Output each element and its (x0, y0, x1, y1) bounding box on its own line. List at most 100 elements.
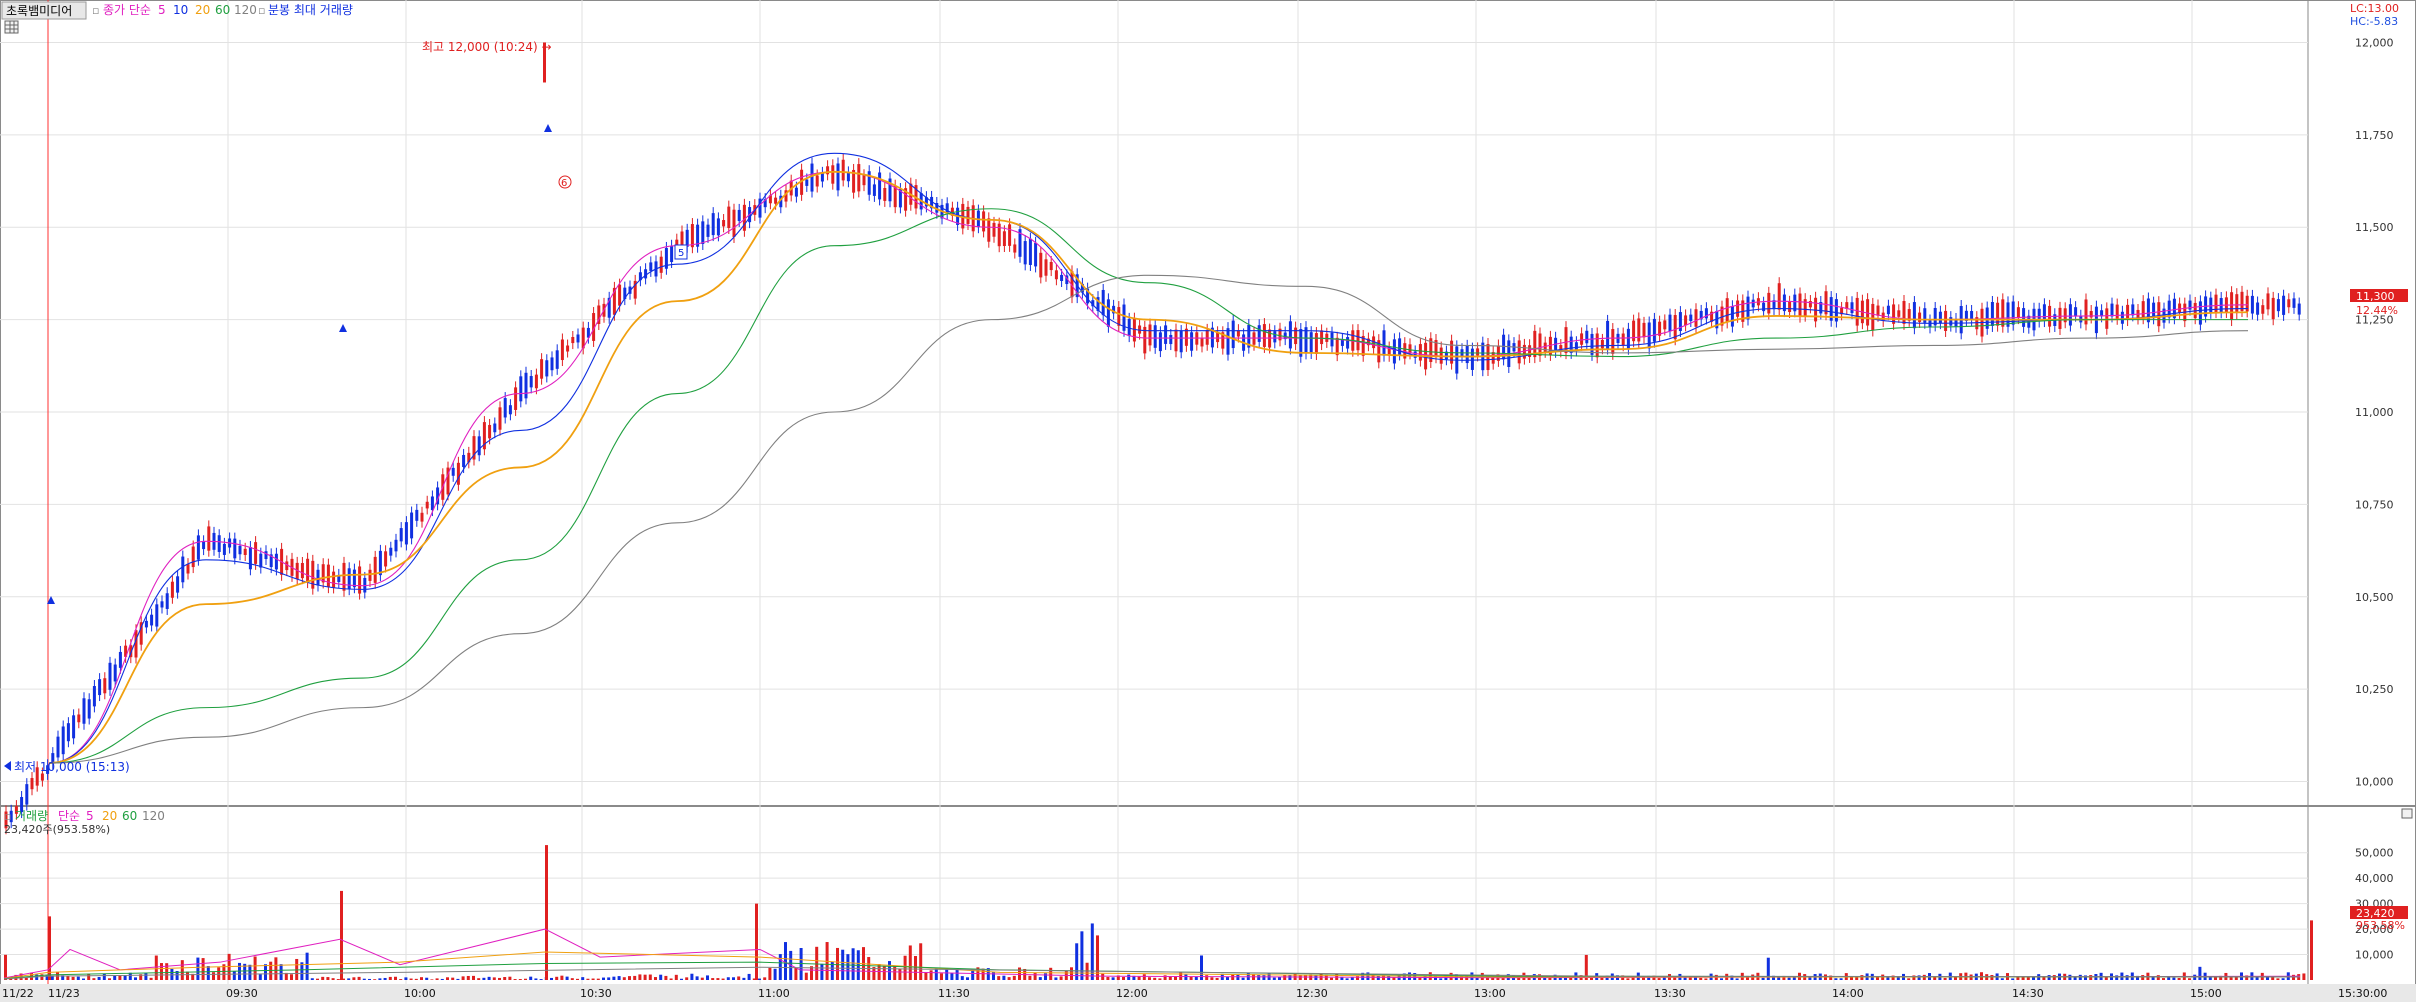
candle (1949, 317, 1953, 326)
candle (680, 231, 684, 248)
volume-bar (212, 972, 215, 980)
candle (446, 467, 450, 495)
candle (1964, 310, 1968, 321)
candle (1559, 345, 1563, 352)
volume-bar (4, 954, 7, 980)
candle (1377, 340, 1381, 363)
time-tick-label: 15:00 (2190, 987, 2222, 1000)
volume-bar (1860, 975, 1864, 980)
candle (2141, 301, 2145, 319)
candle (2271, 297, 2275, 320)
volume-bar (768, 967, 772, 980)
volume-bar (66, 975, 70, 980)
volume-bar (2271, 976, 2275, 980)
candle (1304, 327, 1308, 354)
volume-bar (706, 975, 709, 980)
stock-name-box[interactable] (1, 1, 87, 20)
volume-bar (898, 968, 902, 980)
candle (529, 376, 533, 388)
candle (420, 512, 424, 522)
candle (540, 359, 544, 379)
candle (2167, 300, 2171, 318)
candle (1096, 297, 1100, 311)
candle (98, 679, 102, 696)
volume-bar (1673, 977, 1677, 980)
candle (488, 424, 492, 439)
current-volume-box (2350, 906, 2408, 919)
volume-bar (1933, 976, 1937, 980)
volume-bar (758, 978, 761, 980)
candle (1143, 326, 1147, 354)
time-tick-label: 13:00 (1474, 987, 1506, 1000)
candle (358, 566, 362, 594)
candle (1335, 337, 1339, 356)
volume-bar (357, 976, 361, 980)
table-icon[interactable] (4, 20, 19, 34)
volume-bar (1418, 977, 1422, 980)
volume-bar (1475, 977, 1479, 980)
volume-bar (534, 978, 538, 980)
volume-bar (1194, 976, 1198, 980)
candle (711, 213, 715, 236)
candle (410, 512, 414, 539)
candle (1569, 336, 1573, 353)
volume-bar (45, 975, 49, 980)
candle (784, 190, 788, 202)
volume-bar (1298, 975, 1302, 980)
volume-bar (1002, 975, 1006, 980)
volume-bar (763, 977, 767, 980)
candle (1658, 321, 1662, 336)
candle (716, 218, 720, 236)
volume-bar (669, 978, 673, 980)
volume-bar (882, 966, 886, 980)
volume-bar (1054, 977, 1058, 980)
volume-bar (1028, 975, 1032, 980)
volume-bar (222, 964, 226, 980)
volume-bar (482, 977, 486, 980)
candle (1023, 241, 1027, 265)
volume-bar (76, 976, 80, 980)
volume-bar (1163, 975, 1167, 980)
candle (150, 614, 154, 626)
candle (1699, 310, 1703, 320)
candle (1678, 312, 1682, 332)
candle (1684, 315, 1688, 326)
volume-bar (586, 978, 590, 980)
candle (722, 220, 726, 227)
candle (467, 452, 471, 463)
candle (1845, 302, 1849, 309)
candle (1803, 299, 1807, 316)
candle (1590, 333, 1594, 355)
volume-bar (810, 966, 813, 980)
volume-bar (2281, 978, 2285, 980)
volume-bar (2136, 975, 2139, 980)
candle (1216, 332, 1220, 343)
candle (1169, 334, 1173, 345)
candle (1736, 300, 1740, 317)
candle (2115, 304, 2119, 319)
time-tick-label: 11/23 (48, 987, 80, 1000)
legend-bullet-2: ▫ (258, 4, 265, 17)
volume-bar (9, 978, 13, 980)
candle (659, 256, 663, 273)
volume-bar (388, 976, 392, 980)
candle (1970, 310, 1974, 321)
volume-bar (1907, 978, 1911, 980)
volume-bar (1699, 977, 1703, 980)
candle (1278, 328, 1282, 341)
volume-bar (1111, 977, 1115, 980)
candle (1262, 324, 1266, 347)
volume-bar (924, 971, 928, 980)
price-tick-label: 10,250 (2355, 683, 2394, 696)
volume-bar (513, 979, 517, 980)
volume-bar (2042, 976, 2046, 980)
volume-bar (1954, 977, 1957, 980)
volume-panel-toggle-icon[interactable] (2401, 808, 2413, 819)
candle (1871, 303, 1875, 331)
volume-bar (264, 964, 267, 980)
time-tick-label: 12:30 (1296, 987, 1328, 1000)
volume-bar (1007, 977, 1011, 980)
candle (1751, 299, 1755, 308)
volume-bar (690, 973, 694, 980)
candle (1226, 328, 1230, 355)
